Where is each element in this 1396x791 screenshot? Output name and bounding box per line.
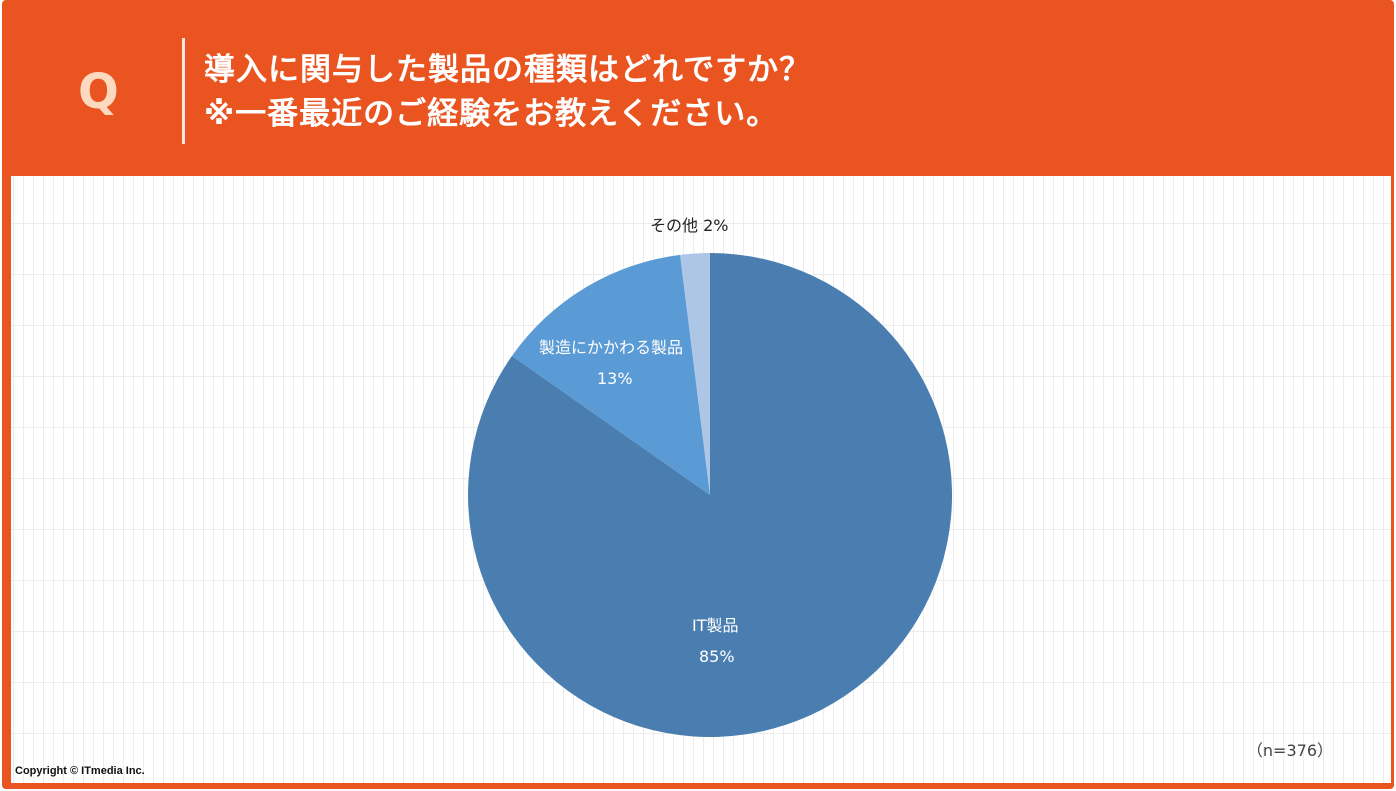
chart-area: その他 2% 製造にかかわる製品 13% IT製品 85% （n=376） Co… [11,176,1391,783]
question-header: Q 導入に関与した製品の種類はどれですか？ ※一番最近のご経験をお教えください。 [2,0,1394,174]
label-manufacturing-name: 製造にかかわる製品 [539,338,684,357]
pie-slice-other [680,253,710,495]
label-manufacturing-pct: 13% [597,369,633,388]
label-it-name: IT製品 [692,616,739,635]
question-title: 導入に関与した製品の種類はどれですか？ ※一番最近のご経験をお教えください。 [204,48,811,136]
copyright-text: Copyright © ITmedia Inc. [15,765,145,777]
title-line-1: 導入に関与した製品の種類はどれですか？ [204,52,812,88]
label-it-pct: 85% [699,647,735,666]
header-divider [182,38,185,144]
title-line-2: ※一番最近のご経験をお教えください。 [204,96,779,132]
pie-slice-manufacturing [512,254,710,495]
sample-size-note: （n=376） [1246,741,1333,760]
pie-chart [468,253,953,737]
q-label: Q [78,64,119,120]
pie-slice-it [468,253,953,737]
label-other: その他 2% [650,216,729,235]
